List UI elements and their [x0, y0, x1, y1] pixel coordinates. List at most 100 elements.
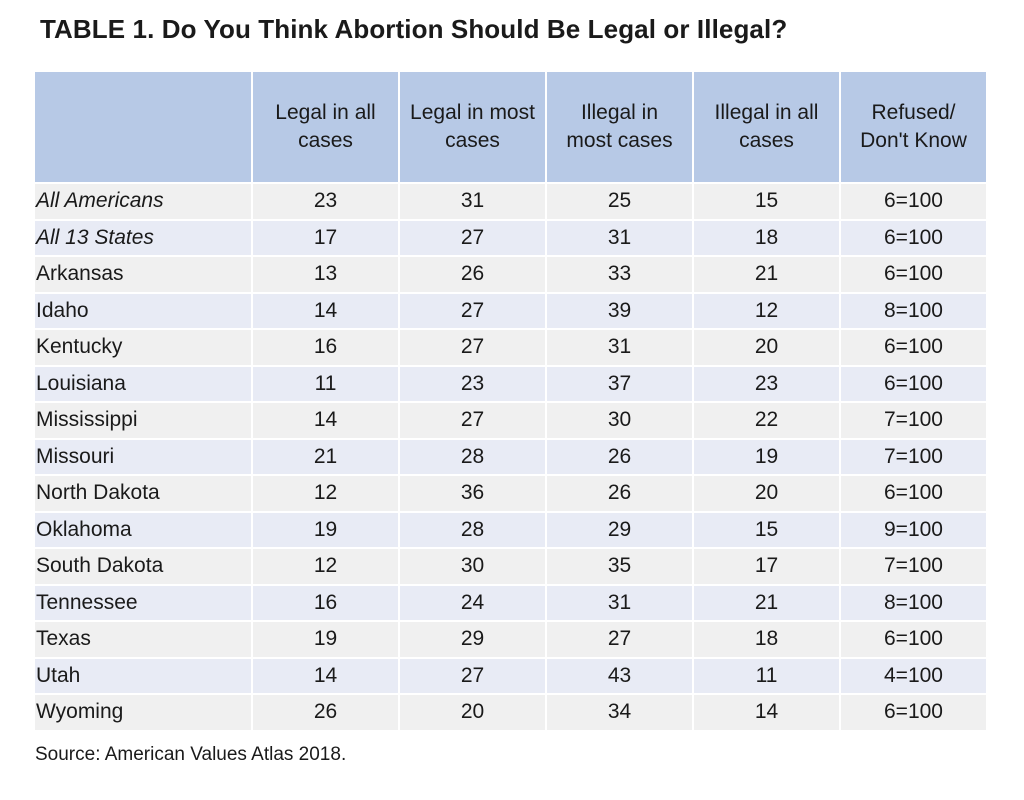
header-line-2: cases: [298, 129, 353, 152]
table-row: All 13 States 17 27 31 18 6=100: [35, 220, 986, 255]
table-cell: 23: [694, 366, 839, 401]
table-cell: 8=100: [841, 585, 986, 620]
row-label: Arkansas: [35, 257, 251, 292]
row-label: South Dakota: [35, 549, 251, 584]
table-cell: 14: [253, 403, 398, 438]
header-row: Legal in all cases Legal in most cases I…: [35, 72, 986, 182]
table-cell: 11: [694, 658, 839, 693]
table-cell: 30: [547, 403, 692, 438]
table-cell: 6=100: [841, 257, 986, 292]
table-cell: 14: [253, 658, 398, 693]
table-cell: 14: [253, 293, 398, 328]
table-row: Idaho 14 27 39 12 8=100: [35, 293, 986, 328]
table-row: All Americans 23 31 25 15 6=100: [35, 184, 986, 219]
table-cell: 7=100: [841, 549, 986, 584]
header-line-1: Legal in all: [275, 101, 376, 124]
table-cell: 37: [547, 366, 692, 401]
table-cell: 16: [253, 585, 398, 620]
results-table: Legal in all cases Legal in most cases I…: [33, 70, 988, 732]
table-cell: 19: [253, 622, 398, 657]
table-cell: 18: [694, 220, 839, 255]
table-cell: 27: [400, 403, 545, 438]
table-cell: 24: [400, 585, 545, 620]
row-label: Wyoming: [35, 695, 251, 730]
table-cell: 6=100: [841, 366, 986, 401]
table-cell: 7=100: [841, 403, 986, 438]
table-cell: 17: [694, 549, 839, 584]
table-cell: 6=100: [841, 220, 986, 255]
table-row: Kentucky 16 27 31 20 6=100: [35, 330, 986, 365]
table-cell: 6=100: [841, 476, 986, 511]
table-cell: 35: [547, 549, 692, 584]
table-cell: 30: [400, 549, 545, 584]
row-label: Oklahoma: [35, 512, 251, 547]
header-cell: Illegal in most cases: [547, 72, 692, 182]
table-cell: 22: [694, 403, 839, 438]
table-cell: 14: [694, 695, 839, 730]
table-cell: 20: [694, 476, 839, 511]
table-cell: 27: [547, 622, 692, 657]
header-cell: Refused/ Don't Know: [841, 72, 986, 182]
table-cell: 23: [400, 366, 545, 401]
table-cell: 26: [253, 695, 398, 730]
header-cell: Illegal in all cases: [694, 72, 839, 182]
header-cell-empty: [35, 72, 251, 182]
table-cell: 43: [547, 658, 692, 693]
table-cell: 19: [694, 439, 839, 474]
table-cell: 6=100: [841, 330, 986, 365]
table-cell: 13: [253, 257, 398, 292]
header-line-1: Legal in most: [410, 101, 535, 124]
header-line-2: cases: [445, 129, 500, 152]
header-line-1: Illegal in: [580, 101, 659, 124]
header-cell: Legal in all cases: [253, 72, 398, 182]
table-cell: 18: [694, 622, 839, 657]
row-label: North Dakota: [35, 476, 251, 511]
row-label: Texas: [35, 622, 251, 657]
table-row: Arkansas 13 26 33 21 6=100: [35, 257, 986, 292]
table-cell: 31: [547, 330, 692, 365]
table-cell: 21: [694, 257, 839, 292]
table-row: Mississippi 14 27 30 22 7=100: [35, 403, 986, 438]
table-cell: 27: [400, 330, 545, 365]
table-cell: 20: [694, 330, 839, 365]
table-cell: 29: [547, 512, 692, 547]
table-cell: 6=100: [841, 184, 986, 219]
table-cell: 28: [400, 512, 545, 547]
table-row: South Dakota 12 30 35 17 7=100: [35, 549, 986, 584]
table-cell: 39: [547, 293, 692, 328]
table-row: North Dakota 12 36 26 20 6=100: [35, 476, 986, 511]
table-cell: 27: [400, 658, 545, 693]
table-cell: 7=100: [841, 439, 986, 474]
table-cell: 23: [253, 184, 398, 219]
table-cell: 8=100: [841, 293, 986, 328]
table-cell: 6=100: [841, 622, 986, 657]
header-line-2: Don't Know: [860, 129, 967, 152]
row-label: Utah: [35, 658, 251, 693]
row-label: Kentucky: [35, 330, 251, 365]
table-row: Tennessee 16 24 31 21 8=100: [35, 585, 986, 620]
table-cell: 21: [694, 585, 839, 620]
table-cell: 26: [400, 257, 545, 292]
row-label: Idaho: [35, 293, 251, 328]
header-line-2: most cases: [566, 129, 673, 152]
table-cell: 28: [400, 439, 545, 474]
table-cell: 11: [253, 366, 398, 401]
table-row: Wyoming 26 20 34 14 6=100: [35, 695, 986, 730]
table-cell: 27: [400, 293, 545, 328]
table-cell: 12: [253, 549, 398, 584]
table-body: All Americans 23 31 25 15 6=100 All 13 States 1…: [35, 184, 986, 730]
table-cell: 26: [547, 439, 692, 474]
header-line-1: Illegal in all: [714, 101, 819, 124]
table-row: Oklahoma 19 28 29 15 9=100: [35, 512, 986, 547]
row-label: Tennessee: [35, 585, 251, 620]
table-cell: 12: [694, 293, 839, 328]
table-cell: 33: [547, 257, 692, 292]
header-line-2: cases: [739, 129, 794, 152]
row-label: Louisiana: [35, 366, 251, 401]
table-cell: 27: [400, 220, 545, 255]
table-cell: 34: [547, 695, 692, 730]
table-cell: 6=100: [841, 695, 986, 730]
table-cell: 12: [253, 476, 398, 511]
table-row: Utah 14 27 43 11 4=100: [35, 658, 986, 693]
table-cell: 26: [547, 476, 692, 511]
